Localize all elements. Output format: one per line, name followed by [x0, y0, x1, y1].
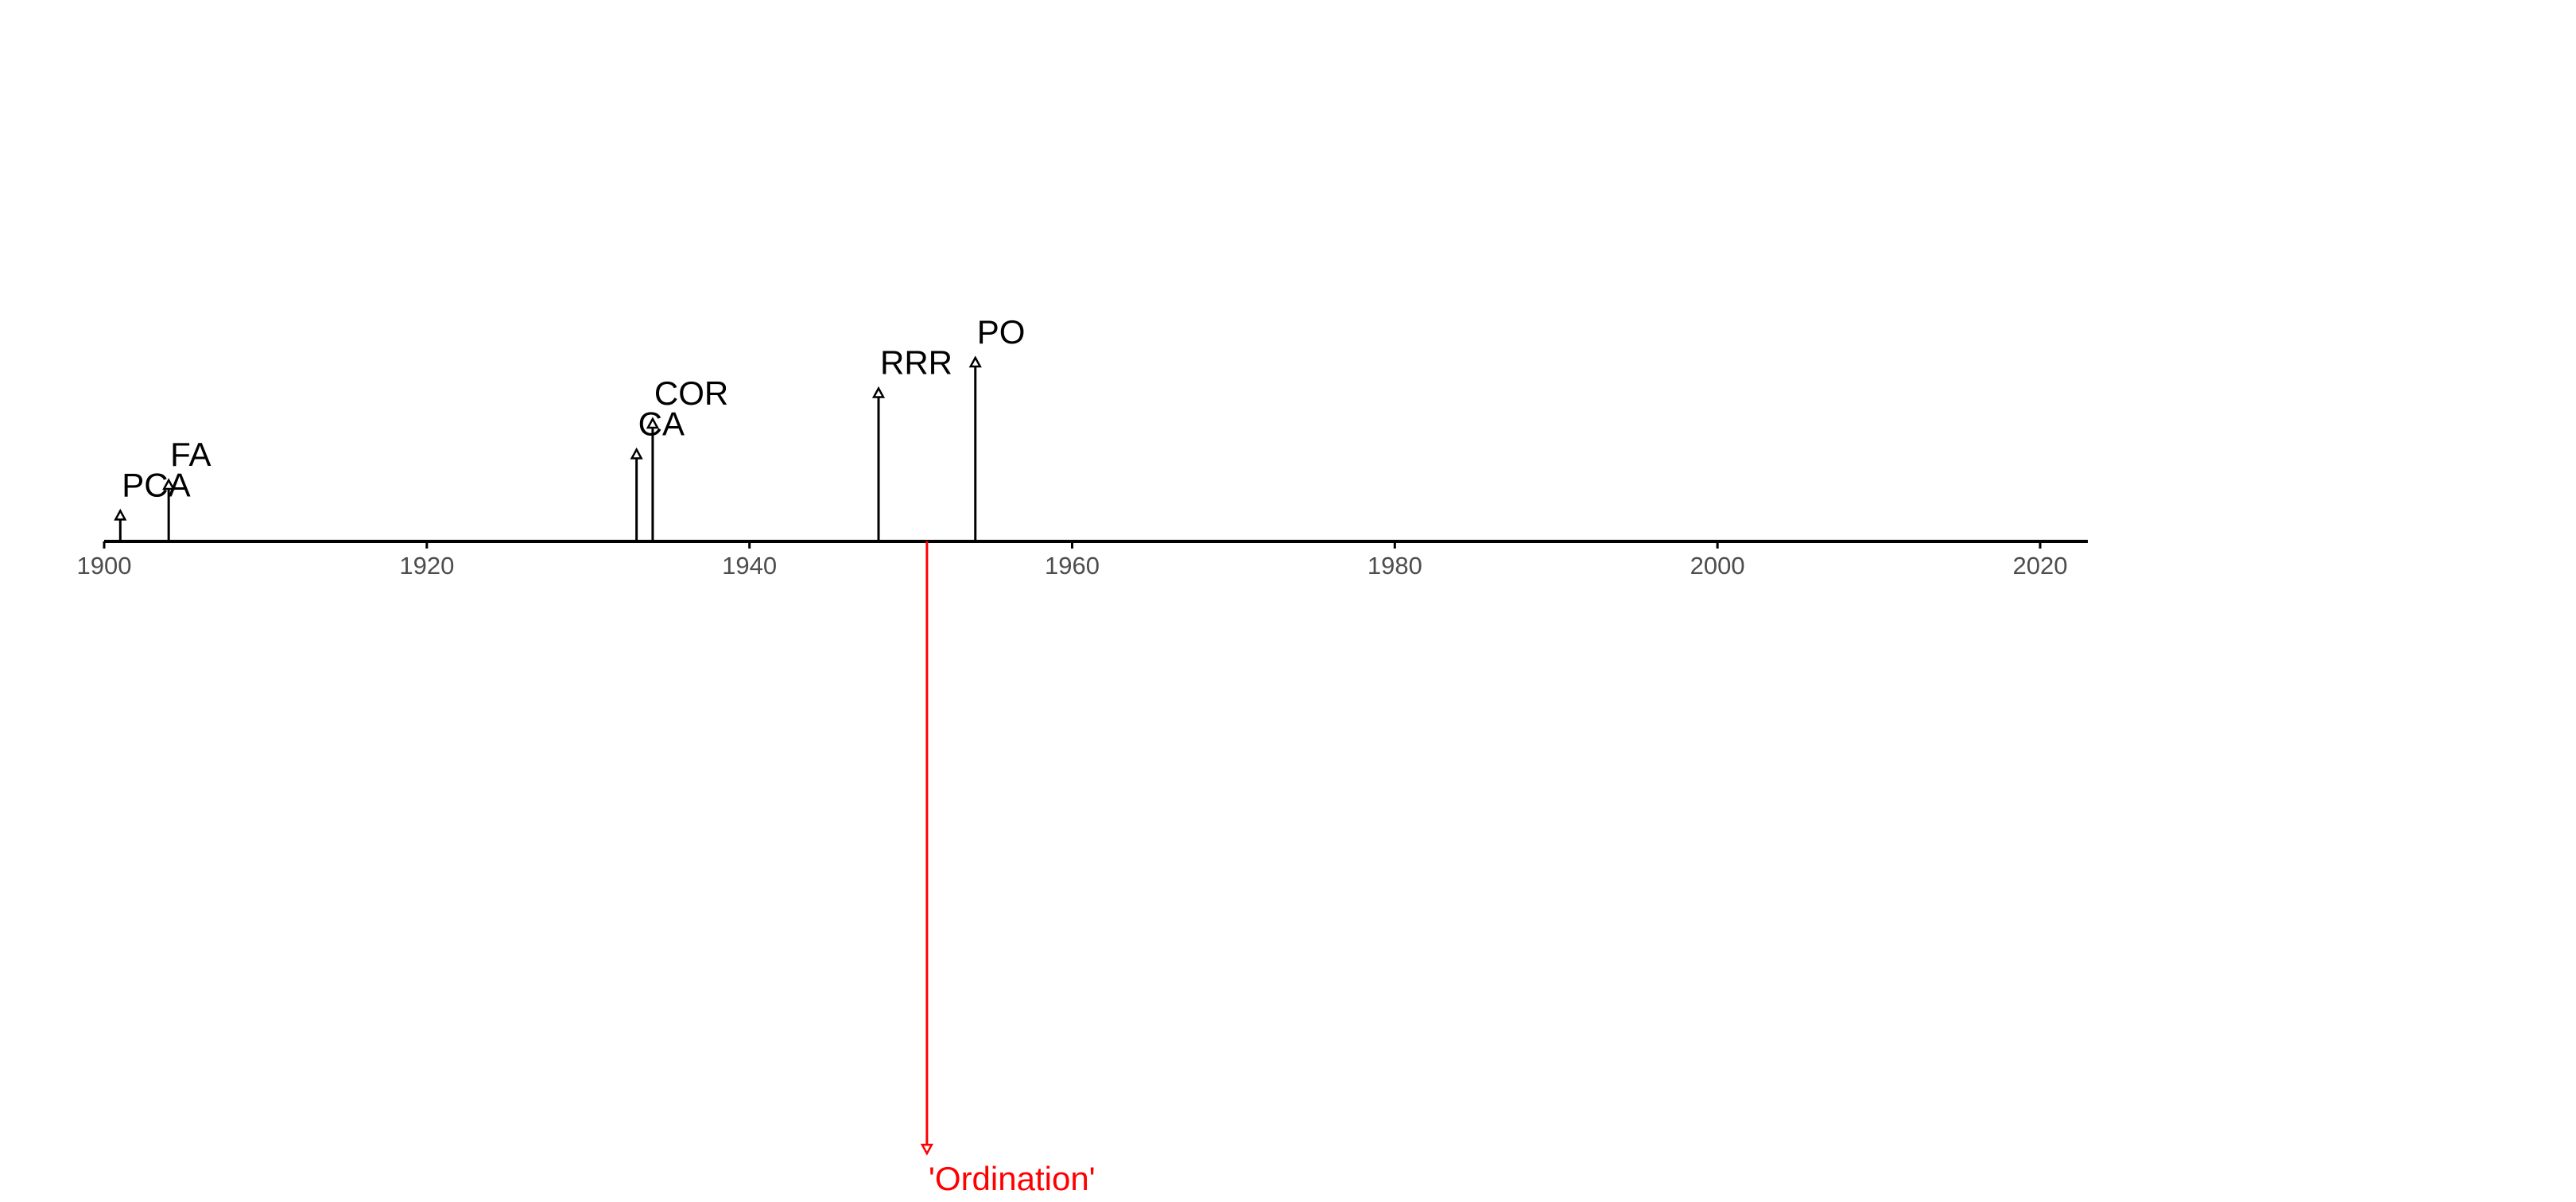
tick-label-1900: 1900	[77, 552, 132, 580]
tick-label-1960: 1960	[1045, 552, 1100, 580]
event-arrowhead-pca	[114, 508, 127, 521]
tick-label-2000: 2000	[1690, 552, 1745, 580]
event-arrowhead-fa	[162, 478, 176, 490]
event-label-fa: FA	[170, 436, 211, 473]
event-label-rrr: RRR	[880, 344, 952, 382]
tick-label-1920: 1920	[399, 552, 454, 580]
tick-label-2020: 2020	[2013, 552, 2068, 580]
highlight-event: 'Ordination'	[920, 541, 1096, 1197]
event-arrowhead-rrr	[871, 386, 886, 398]
event-label-po: PO	[977, 313, 1026, 351]
event-label-ca: CA	[638, 405, 685, 443]
event-label-pca: PCA	[122, 467, 190, 504]
tick-label-1940: 1940	[722, 552, 777, 580]
event-label-cor: COR	[654, 374, 728, 412]
event-arrowhead-po	[968, 355, 982, 368]
tick-label-1980: 1980	[1368, 552, 1422, 580]
axis-ticks: 1900 1920 1940 1960 1980 2000 2020	[77, 541, 2068, 580]
event-arrowhead-ca	[630, 447, 643, 459]
event-arrowhead-ordination	[920, 1143, 933, 1156]
event-label-ordination: 'Ordination'	[929, 1160, 1096, 1197]
event-arrowhead-cor	[646, 417, 660, 429]
